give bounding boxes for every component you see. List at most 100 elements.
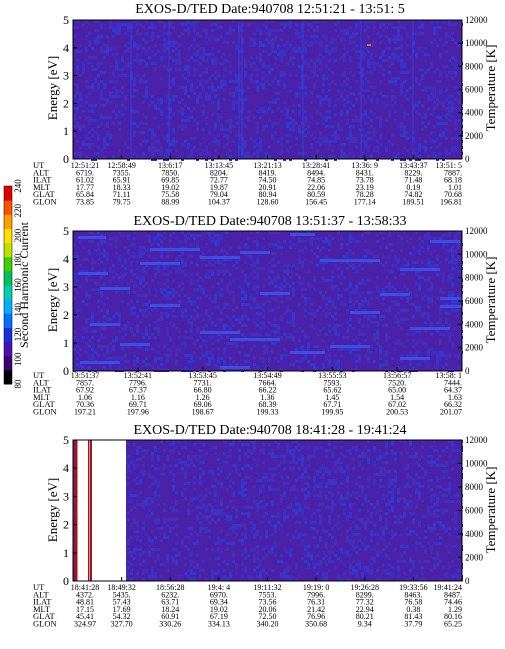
heatmap-cell bbox=[349, 515, 352, 518]
heatmap-cell bbox=[394, 485, 397, 488]
heatmap-cell bbox=[304, 357, 307, 360]
heatmap-cell bbox=[304, 548, 307, 551]
heatmap-cell bbox=[421, 77, 424, 80]
heatmap-cell bbox=[121, 345, 124, 348]
heatmap-cell bbox=[334, 363, 337, 366]
heatmap-cell bbox=[139, 23, 142, 26]
heatmap-cell bbox=[289, 461, 292, 464]
heatmap-cell bbox=[289, 449, 292, 452]
heatmap-cell bbox=[202, 506, 205, 509]
heatmap-cell bbox=[100, 113, 103, 116]
heatmap-cell bbox=[334, 285, 337, 288]
heatmap-cell bbox=[199, 449, 202, 452]
heatmap-cell bbox=[337, 20, 340, 23]
heatmap-cell bbox=[304, 59, 307, 62]
ephemeris-cell: 7887. bbox=[444, 168, 462, 177]
heatmap-cell bbox=[190, 324, 193, 327]
heatmap-cell bbox=[325, 506, 328, 509]
heatmap-cell bbox=[406, 261, 409, 264]
heatmap-cell bbox=[352, 458, 355, 461]
heatmap-cell bbox=[214, 452, 217, 455]
heatmap-cell bbox=[130, 536, 133, 539]
heatmap-cell bbox=[418, 497, 421, 500]
heatmap-cell bbox=[403, 113, 406, 116]
heatmap-cell bbox=[154, 336, 157, 339]
heatmap-cell bbox=[115, 113, 118, 116]
heatmap-cell bbox=[211, 89, 214, 92]
heatmap-cell bbox=[82, 143, 85, 146]
heatmap-cell bbox=[364, 536, 367, 539]
heatmap-cell bbox=[130, 494, 133, 497]
heatmap-cell bbox=[379, 351, 382, 354]
heatmap-cell bbox=[307, 485, 310, 488]
heatmap-cell bbox=[124, 360, 127, 363]
heatmap-cell bbox=[211, 518, 214, 521]
heatmap-cell bbox=[187, 360, 190, 363]
heatmap-cell bbox=[307, 131, 310, 134]
heatmap-cell bbox=[268, 518, 271, 521]
heatmap-cell bbox=[121, 357, 124, 360]
heatmap-cell bbox=[406, 53, 409, 56]
heatmap-cell bbox=[217, 306, 220, 309]
heatmap-cell bbox=[304, 110, 307, 113]
heatmap-cell bbox=[319, 155, 322, 158]
heatmap-cell bbox=[115, 29, 118, 32]
heatmap-cell bbox=[385, 494, 388, 497]
heatmap-cell bbox=[403, 515, 406, 518]
heatmap-cell bbox=[286, 282, 289, 285]
heatmap-cell bbox=[145, 303, 148, 306]
heatmap-cell bbox=[340, 440, 343, 443]
heatmap-cell bbox=[133, 80, 136, 83]
heatmap-cell bbox=[310, 143, 313, 146]
heatmap-cell bbox=[409, 86, 412, 89]
heatmap-cell bbox=[199, 297, 202, 300]
heatmap-cell bbox=[271, 44, 274, 47]
heatmap-cell bbox=[199, 288, 202, 291]
heatmap-cell bbox=[286, 273, 289, 276]
heatmap-cell bbox=[298, 509, 301, 512]
heatmap-cell bbox=[142, 140, 145, 143]
heatmap-cell bbox=[397, 267, 400, 270]
heatmap-cell bbox=[184, 246, 187, 249]
heatmap-cell bbox=[106, 345, 109, 348]
heatmap-cell bbox=[289, 44, 292, 47]
heatmap-cell bbox=[217, 140, 220, 143]
heatmap-cell bbox=[226, 315, 229, 318]
heatmap-cell bbox=[166, 330, 169, 333]
heatmap-cell bbox=[100, 104, 103, 107]
heatmap-cell bbox=[205, 354, 208, 357]
heatmap-cell bbox=[253, 458, 256, 461]
heatmap-cell bbox=[172, 131, 175, 134]
heatmap-cell bbox=[259, 32, 262, 35]
heatmap-cell bbox=[202, 149, 205, 152]
heatmap-cell bbox=[118, 258, 121, 261]
heatmap-cell bbox=[136, 261, 139, 264]
heatmap-cell bbox=[319, 536, 322, 539]
heatmap-streak bbox=[302, 20, 304, 159]
heatmap-cell bbox=[295, 503, 298, 506]
heatmap-cell bbox=[388, 65, 391, 68]
heatmap-cell bbox=[406, 503, 409, 506]
heatmap-band bbox=[430, 240, 460, 243]
heatmap-cell bbox=[97, 243, 100, 246]
heatmap-cell bbox=[229, 131, 232, 134]
heatmap-cell bbox=[349, 294, 352, 297]
heatmap-cell bbox=[271, 47, 274, 50]
heatmap-cell bbox=[163, 155, 166, 158]
heatmap-cell bbox=[214, 521, 217, 524]
heatmap-cell bbox=[313, 488, 316, 491]
heatmap-cell bbox=[394, 155, 397, 158]
heatmap-cell bbox=[205, 276, 208, 279]
heatmap-cell bbox=[457, 246, 460, 249]
heatmap-cell bbox=[97, 258, 100, 261]
heatmap-cell bbox=[400, 104, 403, 107]
heatmap-cell bbox=[91, 134, 94, 137]
heatmap-cell bbox=[358, 65, 361, 68]
heatmap-cell bbox=[283, 285, 286, 288]
heatmap-cell bbox=[346, 449, 349, 452]
heatmap-cell bbox=[334, 440, 337, 443]
heatmap-cell bbox=[202, 252, 205, 255]
heatmap-cell bbox=[268, 32, 271, 35]
heatmap-cell bbox=[256, 128, 259, 131]
heatmap-cell bbox=[163, 503, 166, 506]
